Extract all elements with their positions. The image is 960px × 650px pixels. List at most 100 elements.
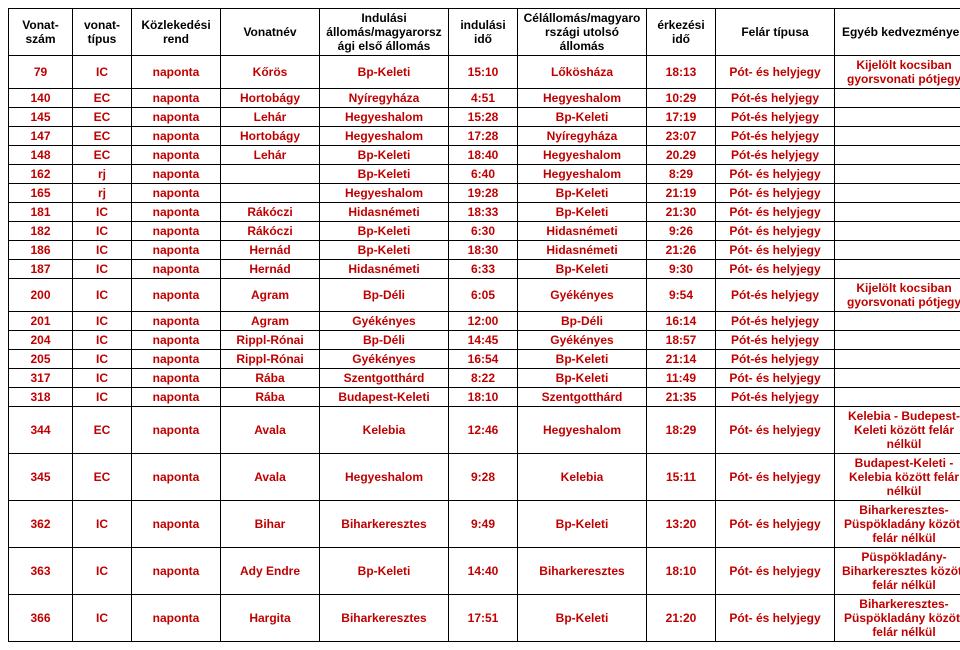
- table-cell: 15:10: [449, 56, 518, 89]
- table-cell: 12:46: [449, 407, 518, 454]
- table-cell: EC: [73, 89, 132, 108]
- table-cell: Agram: [221, 312, 320, 331]
- table-cell: Pót-és helyjegy: [716, 350, 835, 369]
- table-row: 187ICnapontaHernádHidasnémeti6:33Bp-Kele…: [9, 260, 960, 279]
- table-cell: EC: [73, 407, 132, 454]
- table-cell: IC: [73, 595, 132, 642]
- table-cell: Budapest-Keleti: [320, 388, 449, 407]
- table-cell: Pót- és helyjegy: [716, 407, 835, 454]
- table-row: 181ICnapontaRákócziHidasnémeti18:33Bp-Ke…: [9, 203, 960, 222]
- table-cell: 366: [9, 595, 73, 642]
- train-fare-table: Vonat-szám vonat-típus Közlekedési rend …: [8, 8, 960, 642]
- table-cell: 16:14: [647, 312, 716, 331]
- table-cell: naponta: [132, 89, 221, 108]
- table-cell: Pót-és helyjegy: [716, 127, 835, 146]
- table-cell: 19:28: [449, 184, 518, 203]
- table-cell: Pót-és helyjegy: [716, 108, 835, 127]
- table-cell: Pót- és helyjegy: [716, 548, 835, 595]
- table-cell: 14:45: [449, 331, 518, 350]
- table-cell: Hegyeshalom: [518, 407, 647, 454]
- table-cell: [835, 222, 960, 241]
- table-cell: [221, 165, 320, 184]
- table-cell: Pót- és helyjegy: [716, 260, 835, 279]
- table-cell: Budapest-Keleti - Kelebia között felár n…: [835, 454, 960, 501]
- table-cell: Gyékényes: [320, 350, 449, 369]
- table-cell: Bp-Keleti: [320, 222, 449, 241]
- table-cell: Hargita: [221, 595, 320, 642]
- table-cell: naponta: [132, 388, 221, 407]
- table-cell: Pót-és helyjegy: [716, 312, 835, 331]
- table-cell: Bp-Keleti: [320, 56, 449, 89]
- table-cell: Bp-Keleti: [518, 108, 647, 127]
- table-cell: Kelebia: [320, 407, 449, 454]
- table-row: 344ECnapontaAvalaKelebia12:46Hegyeshalom…: [9, 407, 960, 454]
- table-cell: Hegyeshalom: [518, 165, 647, 184]
- table-cell: [835, 203, 960, 222]
- table-cell: Nyíregyháza: [518, 127, 647, 146]
- table-cell: naponta: [132, 501, 221, 548]
- table-cell: EC: [73, 127, 132, 146]
- table-cell: 11:49: [647, 369, 716, 388]
- table-cell: Rákóczi: [221, 222, 320, 241]
- table-cell: Pót- és helyjegy: [716, 369, 835, 388]
- table-cell: 18:40: [449, 146, 518, 165]
- table-cell: 6:30: [449, 222, 518, 241]
- table-cell: naponta: [132, 146, 221, 165]
- table-cell: Bp-Keleti: [518, 260, 647, 279]
- table-cell: 8:29: [647, 165, 716, 184]
- table-cell: [835, 146, 960, 165]
- table-cell: 205: [9, 350, 73, 369]
- table-cell: 23:07: [647, 127, 716, 146]
- table-cell: Hidasnémeti: [518, 222, 647, 241]
- table-cell: Bp-Keleti: [518, 595, 647, 642]
- table-cell: Pót- és helyjegy: [716, 222, 835, 241]
- table-cell: Hernád: [221, 260, 320, 279]
- table-row: 205ICnapontaRippl-RónaiGyékényes16:54Bp-…: [9, 350, 960, 369]
- col-header-kozlekedesi: Közlekedési rend: [132, 9, 221, 56]
- table-cell: naponta: [132, 56, 221, 89]
- table-cell: 200: [9, 279, 73, 312]
- table-cell: 21:26: [647, 241, 716, 260]
- table-cell: Bihar: [221, 501, 320, 548]
- table-cell: Kijelölt kocsiban gyorsvonati pótjegy: [835, 279, 960, 312]
- table-cell: Kelebia - Budepest-Keleti között felár n…: [835, 407, 960, 454]
- table-cell: Bp-Keleti: [518, 184, 647, 203]
- table-cell: naponta: [132, 241, 221, 260]
- table-cell: naponta: [132, 595, 221, 642]
- table-cell: EC: [73, 108, 132, 127]
- table-cell: Bp-Keleti: [518, 369, 647, 388]
- table-cell: Gyékényes: [518, 279, 647, 312]
- table-cell: Gyékényes: [518, 331, 647, 350]
- table-cell: [835, 312, 960, 331]
- table-cell: 204: [9, 331, 73, 350]
- table-cell: Pót-és helyjegy: [716, 89, 835, 108]
- table-row: 204ICnapontaRippl-RónaiBp-Déli14:45Gyéké…: [9, 331, 960, 350]
- table-row: 317ICnapontaRábaSzentgotthárd8:22Bp-Kele…: [9, 369, 960, 388]
- table-cell: Biharkeresztes-Püspökladány között felár…: [835, 595, 960, 642]
- table-cell: 145: [9, 108, 73, 127]
- table-cell: naponta: [132, 127, 221, 146]
- table-row: 165rjnapontaHegyeshalom19:28Bp-Keleti21:…: [9, 184, 960, 203]
- table-cell: Pót-és helyjegy: [716, 331, 835, 350]
- table-cell: naponta: [132, 407, 221, 454]
- table-row: 200ICnapontaAgramBp-Déli6:05Gyékényes9:5…: [9, 279, 960, 312]
- table-cell: 21:20: [647, 595, 716, 642]
- table-cell: 15:11: [647, 454, 716, 501]
- table-cell: 187: [9, 260, 73, 279]
- table-cell: Avala: [221, 454, 320, 501]
- table-cell: 13:20: [647, 501, 716, 548]
- table-cell: naponta: [132, 312, 221, 331]
- table-cell: 345: [9, 454, 73, 501]
- table-cell: [835, 241, 960, 260]
- table-cell: Rákóczi: [221, 203, 320, 222]
- table-cell: Kelebia: [518, 454, 647, 501]
- table-cell: 165: [9, 184, 73, 203]
- table-cell: Kijelölt kocsiban gyorsvonati pótjegy: [835, 56, 960, 89]
- table-cell: [221, 184, 320, 203]
- table-cell: Bp-Keleti: [320, 165, 449, 184]
- table-cell: 318: [9, 388, 73, 407]
- table-cell: 4:51: [449, 89, 518, 108]
- table-cell: 21:19: [647, 184, 716, 203]
- table-cell: 18:13: [647, 56, 716, 89]
- table-cell: [835, 369, 960, 388]
